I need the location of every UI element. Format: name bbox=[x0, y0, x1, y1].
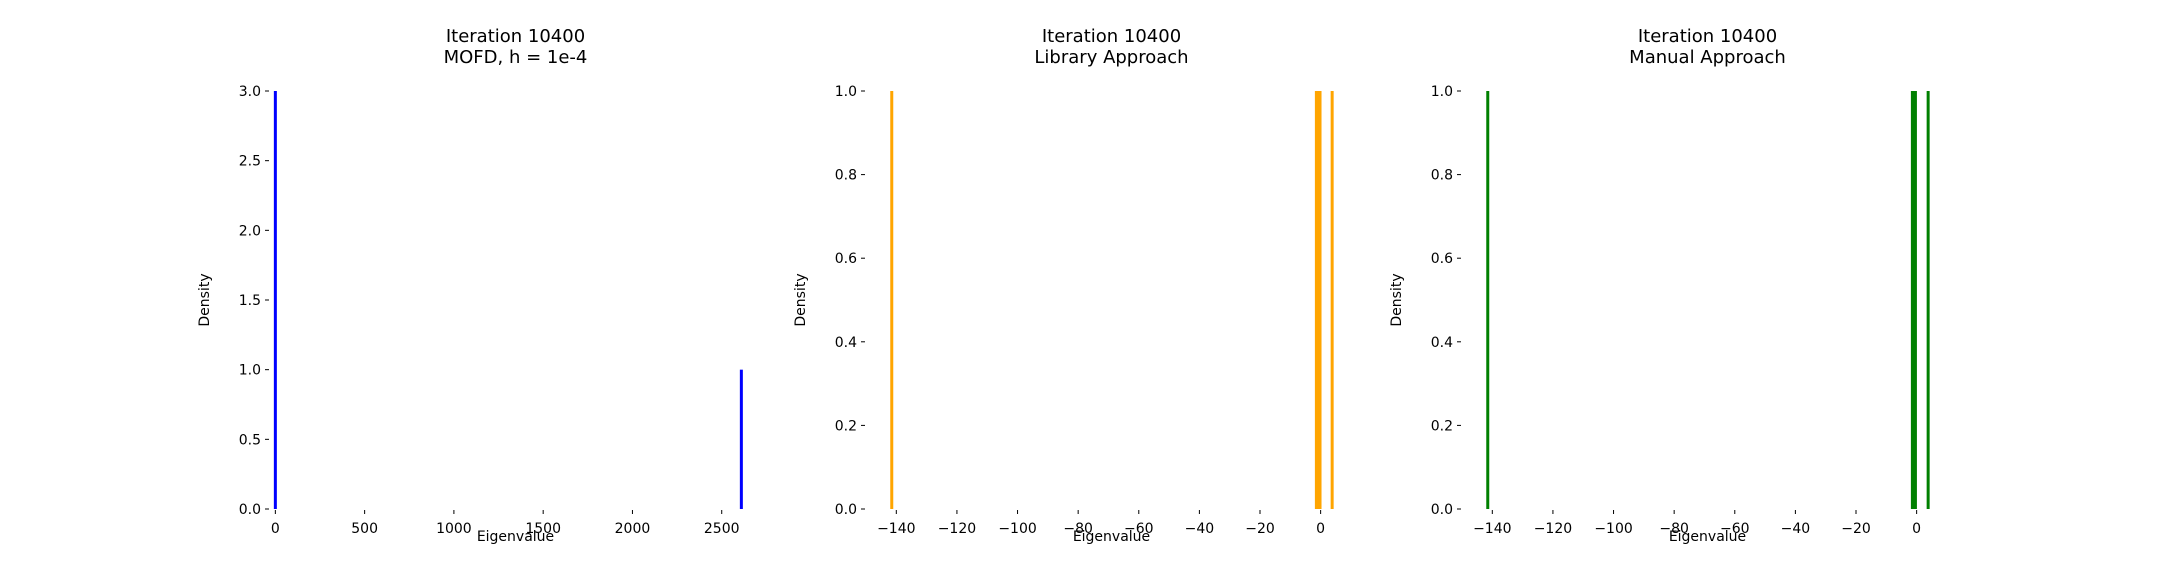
x-tick-label: 500 bbox=[351, 521, 378, 537]
x-tick-label: −20 bbox=[1841, 521, 1871, 537]
y-tick-label: 0.6 bbox=[835, 251, 857, 267]
x-tick-label: −100 bbox=[1594, 521, 1632, 537]
x-tick-label: 1000 bbox=[436, 521, 472, 537]
histogram-bar bbox=[273, 91, 277, 509]
x-axis-label: Eigenvalue bbox=[1669, 529, 1746, 545]
histogram-bar bbox=[1330, 91, 1334, 509]
x-tick-label: −100 bbox=[998, 521, 1036, 537]
y-axis-label: Density bbox=[793, 273, 809, 326]
y-axis-label: Density bbox=[197, 273, 213, 326]
x-tick-label: −60 bbox=[1720, 521, 1750, 537]
histogram-bar bbox=[1318, 91, 1322, 509]
y-tick-label: 0.5 bbox=[239, 432, 261, 448]
chart-title-line-2: Library Approach bbox=[1034, 47, 1188, 68]
y-tick-label: 0.4 bbox=[1431, 335, 1453, 351]
y-axis-label: Density bbox=[1389, 273, 1405, 326]
y-tick-label: 0.8 bbox=[835, 168, 857, 184]
chart-title-line-1: Iteration 10400 bbox=[1638, 26, 1777, 47]
histogram-bar bbox=[1314, 91, 1318, 509]
x-tick-label: −80 bbox=[1659, 521, 1689, 537]
histogram-bar bbox=[1926, 91, 1930, 509]
y-tick-label: 0.0 bbox=[835, 502, 857, 518]
x-tick-label: −120 bbox=[938, 521, 976, 537]
y-tick-label: 0.6 bbox=[1431, 251, 1453, 267]
y-tick-label: 0.0 bbox=[239, 502, 261, 518]
x-tick-label: 0 bbox=[1912, 521, 1921, 537]
x-tick-label: 2500 bbox=[704, 521, 740, 537]
x-tick-label: −140 bbox=[877, 521, 915, 537]
y-tick-label: 2.5 bbox=[239, 154, 261, 170]
y-tick-label: 0.4 bbox=[835, 335, 857, 351]
histogram-bar bbox=[1910, 91, 1914, 509]
y-tick-label: 0.2 bbox=[1431, 418, 1453, 434]
x-tick-label: 0 bbox=[1316, 521, 1325, 537]
x-tick-label: −40 bbox=[1185, 521, 1215, 537]
histogram-bar bbox=[1912, 91, 1916, 509]
x-tick-label: 2000 bbox=[615, 521, 651, 537]
x-tick-label: 1500 bbox=[525, 521, 561, 537]
chart-title-line-2: Manual Approach bbox=[1629, 47, 1786, 68]
y-tick-label: 1.5 bbox=[239, 293, 261, 309]
y-tick-label: 1.0 bbox=[239, 363, 261, 379]
y-tick-label: 1.0 bbox=[1431, 84, 1453, 100]
y-tick-label: 0.0 bbox=[1431, 502, 1453, 518]
x-tick-label: −140 bbox=[1473, 521, 1511, 537]
histogram-bar bbox=[739, 369, 743, 509]
histogram-bar bbox=[1486, 91, 1490, 509]
chart-title-line-1: Iteration 10400 bbox=[446, 26, 585, 47]
histogram-bar bbox=[1317, 91, 1321, 509]
y-tick-label: 0.8 bbox=[1431, 168, 1453, 184]
histogram-bar bbox=[890, 91, 894, 509]
y-tick-label: 2.0 bbox=[239, 223, 261, 239]
x-tick-label: −120 bbox=[1534, 521, 1572, 537]
chart-title-line-2: MOFD, h = 1e-4 bbox=[444, 47, 588, 68]
histogram-bar bbox=[1913, 91, 1917, 509]
chart-title-line-1: Iteration 10400 bbox=[1042, 26, 1181, 47]
x-tick-label: −60 bbox=[1124, 521, 1154, 537]
x-tick-label: −40 bbox=[1781, 521, 1811, 537]
x-axis-label: Eigenvalue bbox=[1073, 529, 1150, 545]
y-tick-label: 1.0 bbox=[835, 84, 857, 100]
x-axis-label: Eigenvalue bbox=[477, 529, 554, 545]
x-tick-label: −20 bbox=[1245, 521, 1275, 537]
x-tick-label: 0 bbox=[271, 521, 280, 537]
y-tick-label: 3.0 bbox=[239, 84, 261, 100]
x-tick-label: −80 bbox=[1063, 521, 1093, 537]
y-tick-label: 0.2 bbox=[835, 418, 857, 434]
